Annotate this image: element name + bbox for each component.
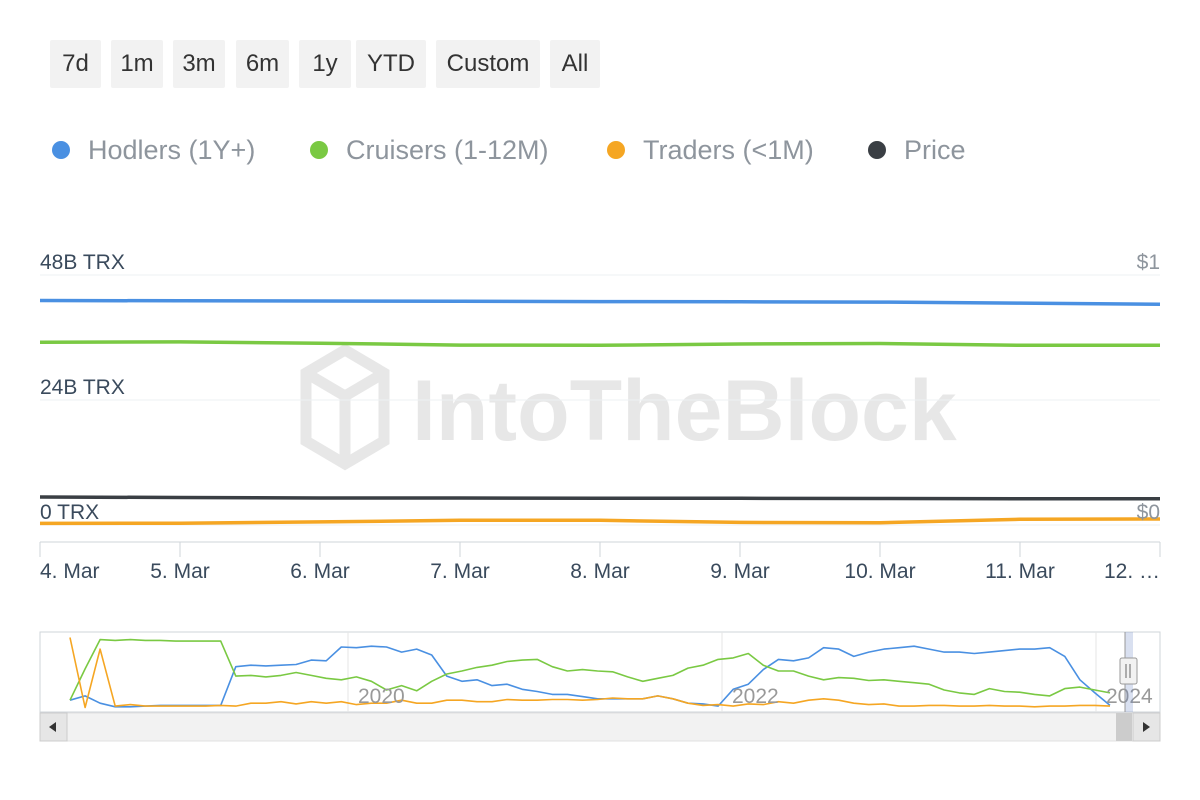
navigator-line-cruisers: [69, 638, 1111, 701]
range-7d-button[interactable]: 7d: [50, 40, 101, 88]
series-line-hodlers: [39, 298, 1161, 306]
x-tick-label: 10. Mar: [844, 560, 915, 583]
legend-dot-traders: [607, 141, 625, 159]
range-1m-button[interactable]: 1m: [111, 40, 163, 88]
legend-dot-price: [868, 141, 886, 159]
x-tick-label: 5. Mar: [150, 560, 210, 583]
x-tick-label: 11. Mar: [985, 560, 1055, 583]
legend-label-traders: Traders (<1M): [643, 134, 814, 165]
scroll-right-arrow-icon: [1143, 722, 1150, 732]
range-all-button[interactable]: All: [550, 40, 600, 88]
range-6m-button[interactable]: 6m: [236, 40, 289, 88]
watermark-text: IntoTheBlock: [412, 363, 957, 459]
legend-label-price: Price: [904, 134, 966, 165]
x-tick-label: 9. Mar: [710, 560, 770, 583]
scrollbar-track[interactable]: [39, 712, 1161, 742]
legend-label-cruisers: Cruisers (1-12M): [346, 134, 549, 165]
y-left-tick-label: 24B TRX: [40, 376, 125, 399]
navigator-line-traders: [69, 637, 1111, 709]
scroll-left-arrow-icon: [49, 722, 56, 732]
scrollbar-right-button[interactable]: [1132, 712, 1161, 742]
legend-dot-hodlers: [52, 141, 70, 159]
x-tick-label: 6. Mar: [290, 560, 350, 583]
range-3m-button[interactable]: 3m: [173, 40, 225, 88]
legend-item-hodlers[interactable]: Hodlers (1Y+): [52, 128, 255, 172]
x-tick-label: 12. …: [1104, 560, 1160, 583]
y-right-tick-label: $0: [1137, 501, 1160, 524]
x-tick-label: 7. Mar: [430, 560, 490, 583]
y-right-tick-label: $1: [1137, 251, 1160, 274]
range-ytd-button[interactable]: YTD: [356, 40, 426, 88]
watermark: IntoTheBlock: [300, 343, 957, 471]
range-1y-button[interactable]: 1y: [299, 40, 351, 88]
legend-dot-cruisers: [310, 141, 328, 159]
navigator-handle[interactable]: [1119, 657, 1138, 685]
main-chart: IntoTheBlock 0 TRX 24B TRX 48B TRX $0 $1 4. M…: [39, 251, 1161, 583]
series-line-price: [39, 495, 1160, 501]
range-custom-button[interactable]: Custom: [436, 40, 540, 88]
y-left-tick-label: 48B TRX: [40, 251, 125, 274]
navigator-year-label: 2024: [1106, 685, 1153, 708]
watermark-logo-icon: [300, 343, 390, 471]
y-left-tick-label: 0 TRX: [40, 501, 99, 524]
x-tick-label: 8. Mar: [570, 560, 630, 583]
series-line-cruisers: [39, 340, 1160, 348]
legend-item-traders[interactable]: Traders (<1M): [607, 128, 814, 172]
navigator-line-hodlers: [69, 645, 1111, 708]
series-line-traders: [39, 517, 1161, 526]
legend-item-cruisers[interactable]: Cruisers (1-12M): [310, 128, 549, 172]
x-tick-label: 4. Mar: [40, 560, 100, 583]
scrollbar-thumb[interactable]: [1116, 713, 1132, 741]
navigator-year-label: 2020: [358, 685, 405, 708]
legend-label-hodlers: Hodlers (1Y+): [88, 134, 256, 165]
legend-item-price[interactable]: Price: [868, 128, 966, 172]
navigator-year-label: 2022: [732, 685, 779, 708]
